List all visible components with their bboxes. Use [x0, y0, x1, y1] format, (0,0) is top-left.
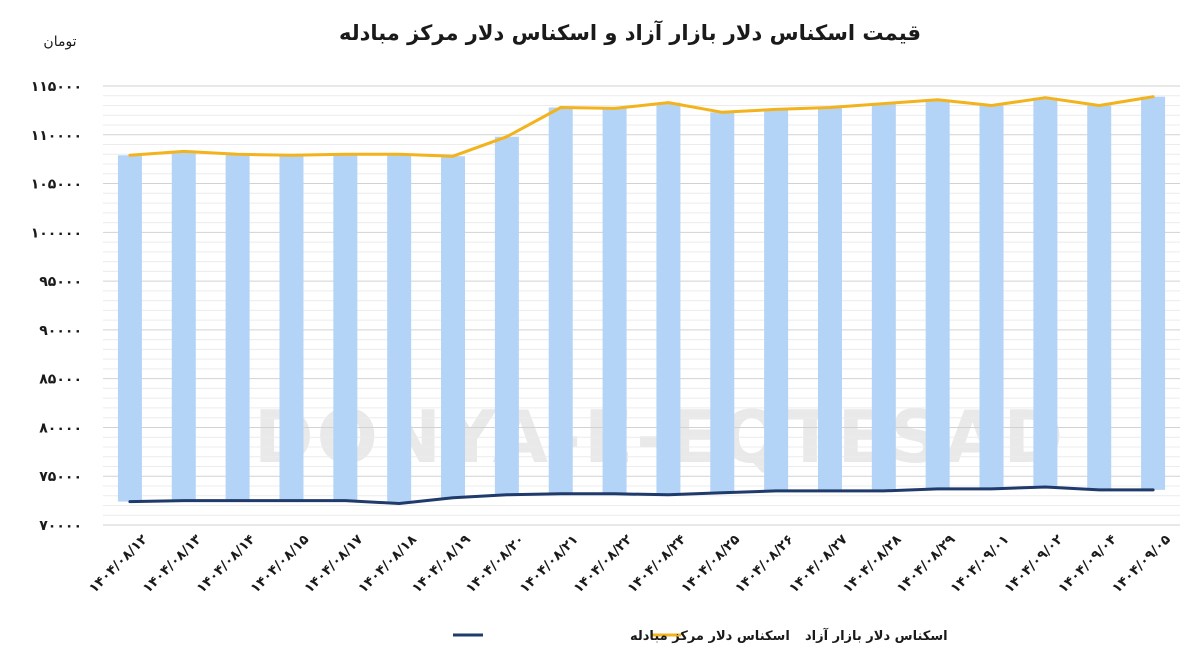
chart-title: قیمت اسکناس دلار بازار آزاد و اسکناس دلا…	[339, 20, 921, 45]
bar	[1033, 97, 1058, 487]
y-tick-label: ۱۰۰۰۰۰	[31, 225, 82, 241]
y-tick-label: ۱۱۵۰۰۰	[31, 79, 82, 95]
bar	[979, 105, 1004, 489]
y-tick-label: ۱۱۰۰۰۰	[31, 128, 82, 144]
y-tick-label: ۱۰۵۰۰۰	[31, 177, 82, 193]
y-tick-label: ۷۰۰۰۰	[39, 518, 82, 534]
bar	[441, 156, 466, 498]
x-tick-label: ۱۴۰۴/۰۹/۰۵	[1109, 532, 1174, 597]
y-tick-label: ۸۰۰۰۰	[39, 420, 82, 436]
bars-group	[117, 96, 1166, 504]
series-line-0	[128, 95, 1155, 158]
y-tick-label: ۸۵۰۰۰	[39, 372, 82, 388]
bar	[494, 136, 519, 495]
bar	[279, 155, 304, 501]
bar	[602, 108, 627, 494]
series-line-1	[128, 485, 1155, 505]
legend-label-free-market: اسکناس دلار بازار آزاد	[805, 627, 948, 644]
bar	[817, 107, 842, 491]
y-tick-label: ۹۰۰۰۰	[39, 323, 82, 339]
bar	[1087, 105, 1112, 490]
bar	[925, 99, 950, 489]
bar	[710, 112, 735, 493]
x-axis: ۱۴۰۴/۰۸/۱۲۱۴۰۴/۰۸/۱۳۱۴۰۴/۰۸/۱۴۱۴۰۴/۰۸/۱۵…	[86, 531, 1174, 596]
y-axis-unit: تومان	[43, 34, 76, 50]
bar	[548, 107, 573, 494]
lines-group	[128, 95, 1155, 505]
bar	[871, 103, 896, 491]
y-axis: ۷۰۰۰۰ ۷۵۰۰۰ ۸۰۰۰۰ ۸۵۰۰۰ ۹۰۰۰۰ ۹۵۰۰۰ ۱۰۰۰۰۰ ۱۰۵۰…	[31, 79, 82, 534]
bar	[1141, 96, 1166, 490]
bar	[117, 155, 142, 502]
y-tick-label: ۷۵۰۰۰	[39, 469, 82, 485]
bar	[387, 154, 412, 504]
bar	[333, 154, 358, 501]
bar	[225, 154, 250, 501]
bar	[764, 109, 789, 491]
bar	[656, 102, 681, 495]
legend-label-exchange-center: اسکناس دلار مرکز مبادله	[630, 629, 790, 644]
bar	[171, 151, 196, 501]
legend: اسکناس دلار بازار آزاد اسکناس دلار مرکز …	[453, 627, 948, 644]
y-tick-label: ۹۵۰۰۰	[39, 274, 82, 290]
